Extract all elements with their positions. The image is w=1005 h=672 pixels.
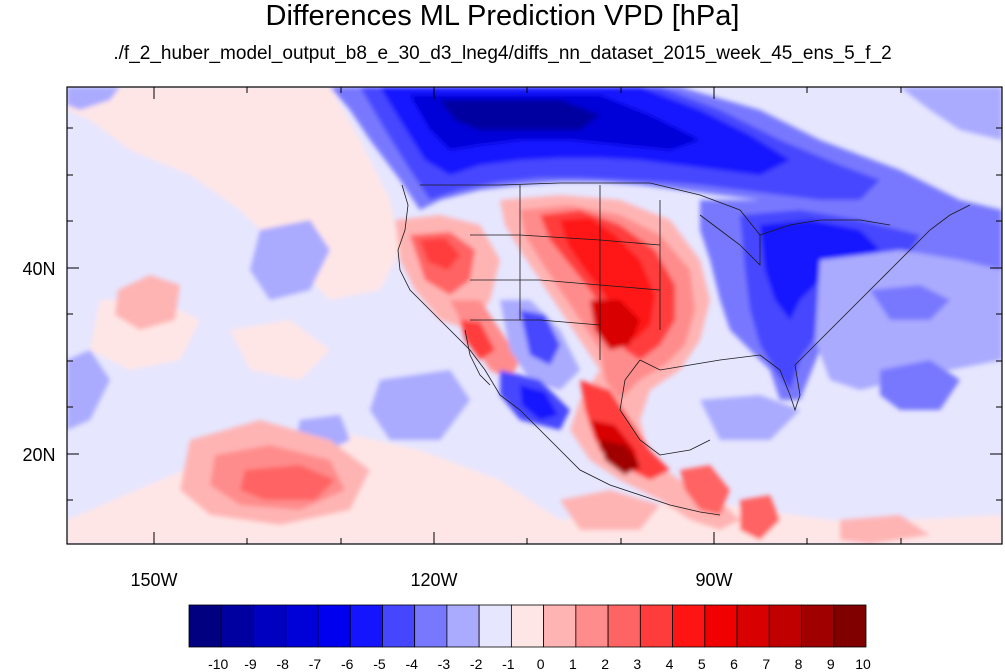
lon-label-150w: 150W xyxy=(130,570,177,590)
colorbar-swatch xyxy=(382,604,416,648)
colorbar-swatch xyxy=(414,604,448,648)
colorbar-label: 3 xyxy=(633,656,641,672)
colorbar-label: 5 xyxy=(698,656,706,672)
colorbar-swatch xyxy=(575,604,609,648)
colorbar-label: -1 xyxy=(502,656,515,672)
colorbar-label: -3 xyxy=(438,656,451,672)
map-panel xyxy=(67,87,1002,544)
colorbar-swatch xyxy=(672,604,706,648)
colorbar-swatch xyxy=(349,604,383,648)
colorbar-swatch xyxy=(768,604,802,648)
colorbar-label: -8 xyxy=(276,656,289,672)
colorbar-label: 2 xyxy=(601,656,609,672)
colorbar-swatch xyxy=(510,604,545,648)
colorbar-label: -6 xyxy=(341,656,354,672)
colorbar-label: 10 xyxy=(855,656,871,672)
colorbar-label: 4 xyxy=(666,656,674,672)
colorbar-swatch xyxy=(220,604,254,648)
colorbar-label: -4 xyxy=(405,656,418,672)
lon-label-120w: 120W xyxy=(410,570,457,590)
lon-label-90w: 90W xyxy=(695,570,732,590)
map-subtitle: ./f_2_huber_model_output_b8_e_30_d3_lneg… xyxy=(113,43,892,64)
colorbar-swatch xyxy=(833,604,867,648)
colorbar-swatch xyxy=(317,604,351,648)
colorbar-label: -10 xyxy=(208,656,228,672)
colorbar-label: 1 xyxy=(569,656,577,672)
colorbar-label: 9 xyxy=(827,656,835,672)
colorbar-swatch xyxy=(607,604,641,648)
coastlines xyxy=(397,182,971,516)
map-border xyxy=(66,86,1003,545)
contour-fills xyxy=(67,87,1002,544)
colorbar-label: 8 xyxy=(795,656,803,672)
colorbar-label: 7 xyxy=(762,656,770,672)
colorbar-label: 0 xyxy=(537,656,545,672)
colorbar-label: -2 xyxy=(470,656,483,672)
colorbar-swatch xyxy=(478,604,512,648)
colorbar-label: -5 xyxy=(373,656,386,672)
map-title: Differences ML Prediction VPD [hPa] xyxy=(265,0,740,32)
colorbar-swatch xyxy=(446,604,480,648)
colorbar-swatch xyxy=(253,604,287,648)
colorbar-swatch xyxy=(801,604,835,648)
colorbar-swatch xyxy=(704,604,738,648)
lat-label-40n: 40N xyxy=(22,259,55,279)
lat-ticks xyxy=(67,127,1002,501)
lat-label-20n: 20N xyxy=(22,445,55,465)
colorbar-label: -7 xyxy=(309,656,322,672)
colorbar-swatch xyxy=(285,604,319,648)
colorbar-swatch xyxy=(639,604,673,648)
colorbar: -10 -9 -8 -7 -6 -5 -4 -3 -2 -1 0 1 2 3 4 5 6 7 8 9 10 xyxy=(188,604,871,672)
colorbar-swatch xyxy=(736,604,770,648)
lon-ticks xyxy=(153,87,902,544)
colorbar-swatch xyxy=(543,604,577,648)
colorbar-swatch xyxy=(188,604,222,648)
colorbar-label: 6 xyxy=(730,656,738,672)
colorbar-label: -9 xyxy=(244,656,257,672)
